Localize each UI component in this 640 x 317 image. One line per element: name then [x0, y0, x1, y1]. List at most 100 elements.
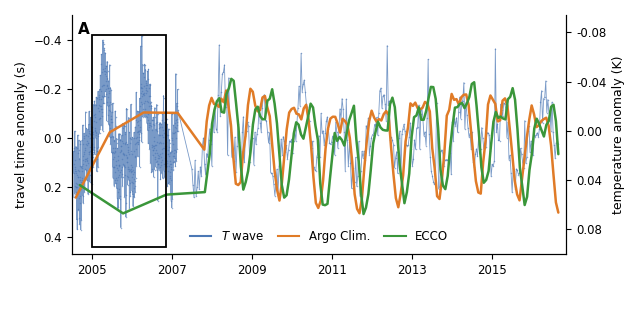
Point — [109, 183, 119, 188]
Point — [189, 195, 199, 200]
Point — [158, 127, 168, 133]
Point — [127, 164, 138, 169]
Point — [83, 160, 93, 165]
Point — [548, 129, 558, 134]
Point — [113, 190, 123, 195]
Point — [436, 149, 446, 154]
Point — [228, 158, 239, 163]
Point — [76, 141, 86, 146]
Point — [72, 173, 82, 178]
Point — [171, 158, 181, 164]
Point — [220, 62, 230, 68]
Point — [205, 126, 215, 131]
Point — [125, 141, 135, 146]
Point — [150, 165, 161, 170]
Point — [361, 123, 371, 128]
Point — [141, 99, 152, 104]
Point — [140, 113, 150, 118]
Point — [162, 133, 172, 138]
Point — [147, 169, 157, 174]
Point — [112, 195, 122, 200]
Point — [161, 132, 171, 137]
Point — [299, 77, 309, 82]
Point — [164, 126, 174, 132]
Point — [171, 149, 181, 154]
Point — [124, 166, 134, 171]
Point — [120, 165, 131, 170]
Point — [151, 121, 161, 126]
Point — [173, 87, 183, 92]
Point — [122, 182, 132, 187]
Point — [168, 130, 178, 135]
Point — [169, 154, 179, 159]
Point — [117, 157, 127, 162]
Point — [86, 154, 96, 159]
Point — [95, 126, 105, 131]
Point — [388, 142, 399, 147]
Point — [69, 146, 79, 151]
Point — [317, 131, 327, 136]
Point — [530, 134, 540, 139]
Point — [202, 151, 212, 156]
Point — [69, 149, 79, 154]
Point — [101, 73, 111, 78]
Point — [103, 113, 113, 118]
Point — [487, 162, 497, 167]
Point — [307, 145, 317, 150]
Point — [120, 192, 131, 197]
Point — [121, 214, 131, 219]
Point — [111, 123, 121, 128]
Point — [282, 156, 292, 161]
Point — [107, 133, 117, 138]
Point — [153, 161, 163, 166]
Point — [293, 105, 303, 110]
Point — [430, 179, 440, 184]
Point — [467, 130, 477, 135]
Point — [127, 135, 138, 140]
Point — [251, 142, 261, 147]
Point — [125, 190, 136, 195]
Point — [82, 178, 92, 183]
Point — [113, 174, 124, 179]
Point — [70, 128, 80, 133]
Point — [92, 129, 102, 134]
Point — [330, 152, 340, 157]
Point — [400, 129, 410, 134]
Point — [77, 193, 88, 198]
Point — [112, 146, 122, 151]
Point — [122, 159, 132, 164]
Point — [144, 86, 154, 91]
Point — [461, 100, 471, 105]
Point — [246, 138, 256, 143]
Point — [154, 167, 164, 172]
Point — [511, 166, 522, 171]
Point — [120, 123, 130, 128]
Point — [148, 118, 159, 123]
Point — [497, 108, 507, 113]
Point — [172, 123, 182, 128]
Point — [84, 145, 95, 150]
Point — [154, 154, 164, 159]
Point — [119, 194, 129, 199]
Point — [134, 135, 145, 140]
Point — [541, 78, 551, 83]
Point — [76, 164, 86, 169]
Point — [135, 103, 145, 108]
Point — [431, 101, 442, 106]
Point — [515, 146, 525, 151]
Point — [454, 109, 464, 114]
Point — [443, 158, 453, 163]
Point — [154, 132, 164, 137]
Point — [128, 193, 138, 198]
Point — [159, 110, 169, 115]
Point — [253, 125, 263, 130]
Point — [142, 121, 152, 126]
Point — [531, 132, 541, 137]
Point — [97, 61, 107, 67]
Point — [84, 109, 94, 114]
Point — [112, 166, 122, 171]
Point — [124, 130, 134, 135]
Point — [243, 120, 253, 125]
Point — [231, 169, 241, 174]
Point — [139, 100, 149, 106]
